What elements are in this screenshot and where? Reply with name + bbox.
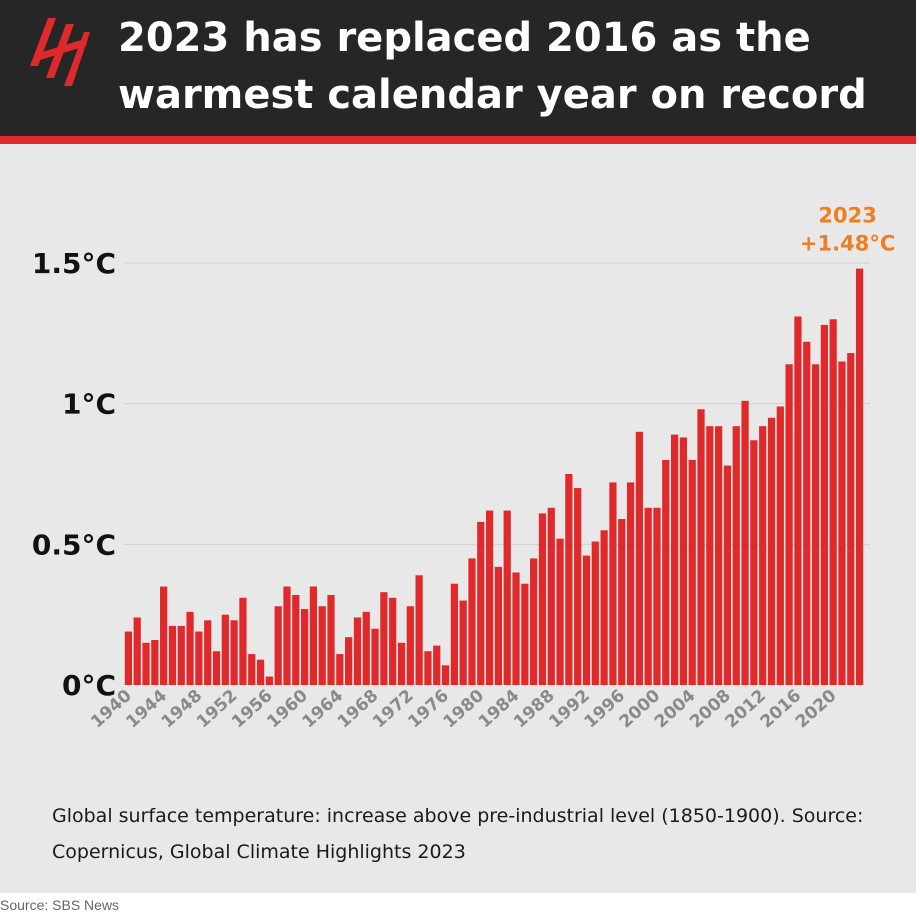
bar-1987 [538,513,547,685]
header-divider [0,136,916,144]
y-tick-label: 1°C [62,388,116,421]
bar-2011 [750,440,758,685]
bar-1968 [371,628,379,685]
bar-2014 [776,406,784,685]
bar-1970 [389,597,397,685]
bar-1971 [397,642,406,685]
y-tick-label: 0°C [62,669,116,702]
bar-1957 [274,606,282,685]
bar-2009 [732,426,740,685]
bar-1977 [450,583,458,685]
bar-1953 [239,597,247,685]
bar-2015 [785,364,793,685]
bar-1994 [600,530,608,685]
page-title: 2023 has replaced 2016 as the warmest ca… [118,15,867,118]
bar-1961 [309,586,318,685]
bar-1972 [406,606,414,685]
bar-1989 [556,538,564,685]
bar-1974 [424,651,432,685]
header-bar: 2023 has replaced 2016 as the warmest ca… [0,0,916,136]
bar-1962 [318,606,326,685]
temperature-bar-chart: 0°C0.5°C1°C1.5°C 19401944194819521956196… [32,204,895,733]
bar-1955 [256,659,265,685]
infographic-card: 2023 has replaced 2016 as the warmest ca… [0,0,916,893]
bar-1988 [547,507,555,685]
bar-1952 [230,620,238,685]
bar-2023 [855,268,864,685]
bar-1999 [644,507,652,685]
bar-2022 [847,353,855,685]
bar-1950 [212,651,221,685]
bar-1958 [283,586,291,685]
bar-1979 [468,558,476,685]
bar-1966 [353,617,362,685]
bar-1943 [151,639,159,685]
bar-1969 [380,592,388,685]
bar-1945 [168,625,177,685]
bar-1948 [195,631,203,685]
bar-2005 [697,409,705,685]
bar-2007 [715,426,723,685]
x-tick-label: 2020 [792,686,841,733]
y-tick-label: 0.5°C [32,528,116,561]
highlight-year-label: 2023 [818,204,876,228]
bar-1985 [521,583,529,685]
bar-1963 [327,594,335,685]
source-credit: Source: SBS News [0,897,120,913]
bar-1982 [494,566,503,685]
bar-2020 [829,319,837,685]
bar-1964 [336,654,344,685]
bar-2002 [670,434,679,685]
bar-1949 [204,620,212,685]
bar-1991 [574,488,582,685]
bar-2000 [653,507,661,685]
bar-1978 [459,600,467,685]
bar-1992 [582,555,591,685]
bar-2010 [741,400,749,685]
bar-2017 [803,341,811,685]
sbs-logo-icon [30,18,90,86]
bar-2001 [662,459,670,685]
bar-1983 [503,510,511,685]
bar-1959 [292,594,300,685]
bar-1944 [160,586,168,685]
bar-1976 [441,665,450,685]
bar-2018 [811,364,820,685]
bar-2021 [838,361,846,685]
bar-1990 [565,474,573,685]
bar-2013 [767,417,776,685]
bar-2012 [759,426,767,685]
bar-1996 [618,519,626,685]
bar-1960 [300,609,309,685]
bar-1956 [265,676,273,685]
bar-2008 [723,465,732,685]
bar-1940 [124,631,133,685]
bar-1965 [345,637,353,685]
bar-1998 [635,431,643,685]
bar-1954 [248,654,256,685]
chart-caption: Global surface temperature: increase abo… [52,805,864,863]
bar-1975 [433,645,441,685]
bar-1947 [186,611,194,685]
bar-1946 [177,625,185,685]
bar-1951 [221,614,229,685]
bar-1984 [512,572,520,685]
y-tick-label: 1.5°C [32,247,116,280]
bar-1981 [485,510,494,685]
bar-1980 [477,521,485,685]
bar-2019 [820,324,828,685]
bar-1997 [626,482,635,685]
bar-1941 [133,617,141,685]
bar-1995 [609,482,617,685]
bar-1967 [362,611,370,685]
bar-2006 [706,426,714,685]
bar-2016 [794,316,802,685]
highlight-value-label: +1.48°C [800,232,895,256]
bar-1973 [415,575,423,685]
bar-1993 [591,541,599,685]
bar-2004 [688,459,696,685]
bar-1942 [142,642,150,685]
bar-2003 [679,437,688,685]
bar-1986 [530,558,538,685]
